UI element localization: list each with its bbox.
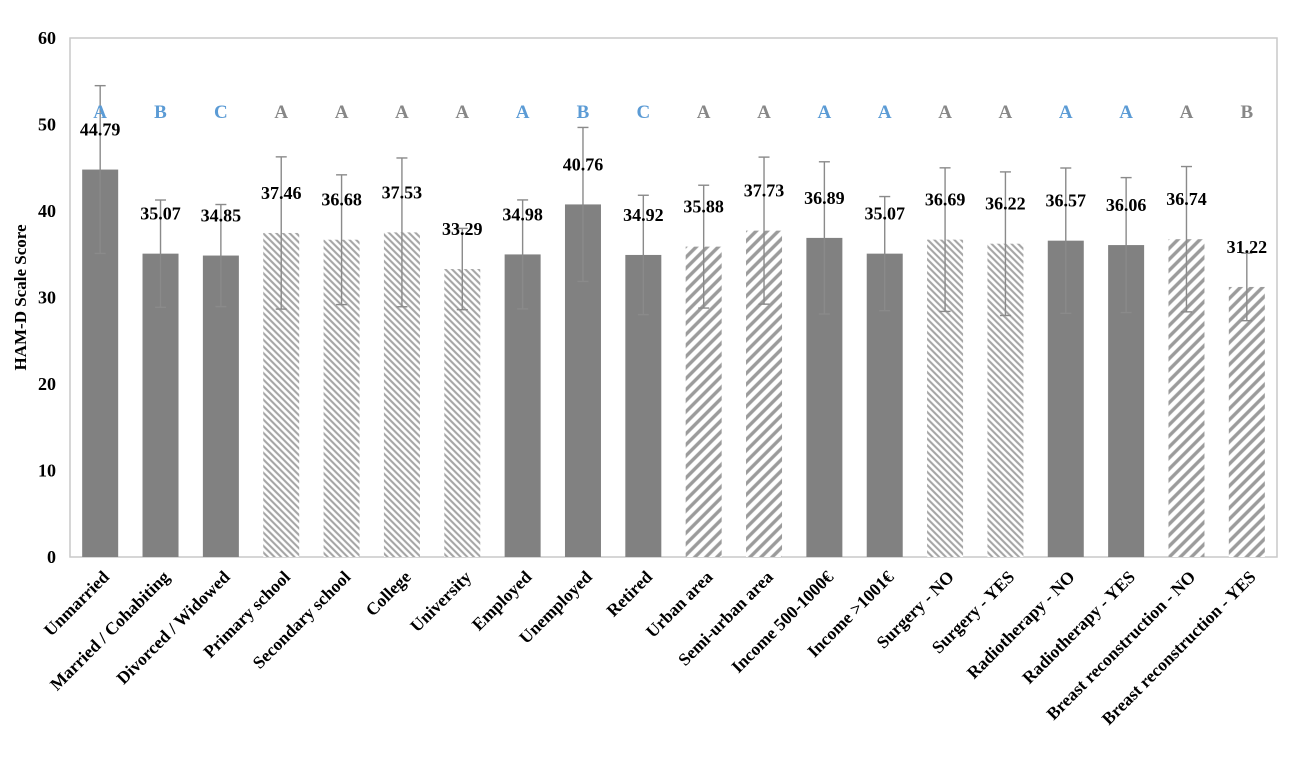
bar-value-label: 35.88 bbox=[683, 197, 724, 217]
y-axis-tick-label: 40 bbox=[38, 201, 56, 221]
bar-hatch_wide_up bbox=[1228, 286, 1265, 557]
x-axis-category-label: University bbox=[406, 567, 475, 636]
bar-value-label: 34.98 bbox=[502, 204, 543, 224]
y-axis-tick-label: 10 bbox=[38, 461, 56, 481]
bar-value-label: 37.73 bbox=[744, 181, 785, 201]
bar-value-label: 36.74 bbox=[1166, 189, 1207, 209]
significance-letter: A bbox=[1180, 102, 1194, 123]
x-axis-category-label: Divorced / Widowed bbox=[112, 567, 234, 689]
plot-area-border bbox=[69, 37, 1278, 558]
significance-letter: A bbox=[697, 102, 711, 123]
y-axis-tick-label: 60 bbox=[38, 28, 56, 48]
bar-hatch_fine_down bbox=[444, 269, 481, 557]
significance-letter: A bbox=[335, 102, 349, 123]
error-bars-group bbox=[94, 84, 1253, 322]
bar-value-label: 36.89 bbox=[804, 188, 845, 208]
bar-value-label: 34.85 bbox=[201, 206, 242, 226]
significance-letter: A bbox=[516, 102, 530, 123]
bar-value-label: 37.53 bbox=[382, 182, 423, 202]
significance-letter: C bbox=[214, 102, 228, 123]
significance-letter: A bbox=[1059, 102, 1073, 123]
x-axis-category-label: Married / Cohabiting bbox=[46, 567, 174, 695]
bar-value-label: 36.69 bbox=[925, 190, 966, 210]
bar-value-label: 40.76 bbox=[563, 154, 604, 174]
bar-value-label: 36.22 bbox=[985, 194, 1026, 214]
significance-letter: B bbox=[577, 102, 590, 123]
y-axis-tick-label: 30 bbox=[38, 288, 56, 308]
bar-value-label: 35.07 bbox=[864, 204, 905, 224]
x-axis-category-label: Income 500-1000€ bbox=[727, 567, 837, 677]
significance-letter: A bbox=[395, 102, 409, 123]
bars-group bbox=[82, 169, 1265, 558]
significance-letter: A bbox=[878, 102, 892, 123]
significance-letter: A bbox=[818, 102, 832, 123]
bar-value-label: 36.68 bbox=[321, 190, 362, 210]
significance-letter: B bbox=[1240, 102, 1253, 123]
bar-value-label: 37.46 bbox=[261, 183, 302, 203]
y-axis-tick-label: 50 bbox=[38, 115, 56, 135]
significance-letter: B bbox=[154, 102, 167, 123]
value-labels-group: 44.79 35.07 34.85 37.46 36.68 37.53 33.29 34.98… bbox=[80, 120, 1267, 257]
significance-letter: A bbox=[1119, 102, 1133, 123]
significance-letter: A bbox=[455, 102, 469, 123]
significance-letter: A bbox=[999, 102, 1013, 123]
significance-letter: C bbox=[636, 102, 650, 123]
significance-letter: A bbox=[938, 102, 952, 123]
y-axis-title: HAM-D Scale Score bbox=[11, 224, 30, 370]
x-axis-category-label: Radiotherapy - YES bbox=[1018, 567, 1139, 688]
bar-value-label: 33.29 bbox=[442, 219, 483, 239]
bar-value-label: 36.06 bbox=[1106, 195, 1147, 215]
bar-value-label: 44.79 bbox=[80, 120, 121, 140]
x-axis-category-label: College bbox=[361, 567, 414, 620]
significance-letter: A bbox=[274, 102, 288, 123]
y-axis-tick-label: 0 bbox=[47, 547, 56, 567]
y-axis-tick-label: 20 bbox=[38, 374, 56, 394]
bar-value-label: 36.57 bbox=[1046, 191, 1087, 211]
bar-value-label: 35.07 bbox=[140, 204, 181, 224]
significance-letter: A bbox=[93, 102, 107, 123]
x-axis-category-label: Radiotherapy - NO bbox=[963, 567, 1079, 683]
significance-letter: A bbox=[757, 102, 771, 123]
bar-value-label: 31.22 bbox=[1227, 237, 1268, 257]
bar-value-label: 34.92 bbox=[623, 205, 664, 225]
x-axis-category-label: Retired bbox=[602, 566, 656, 620]
